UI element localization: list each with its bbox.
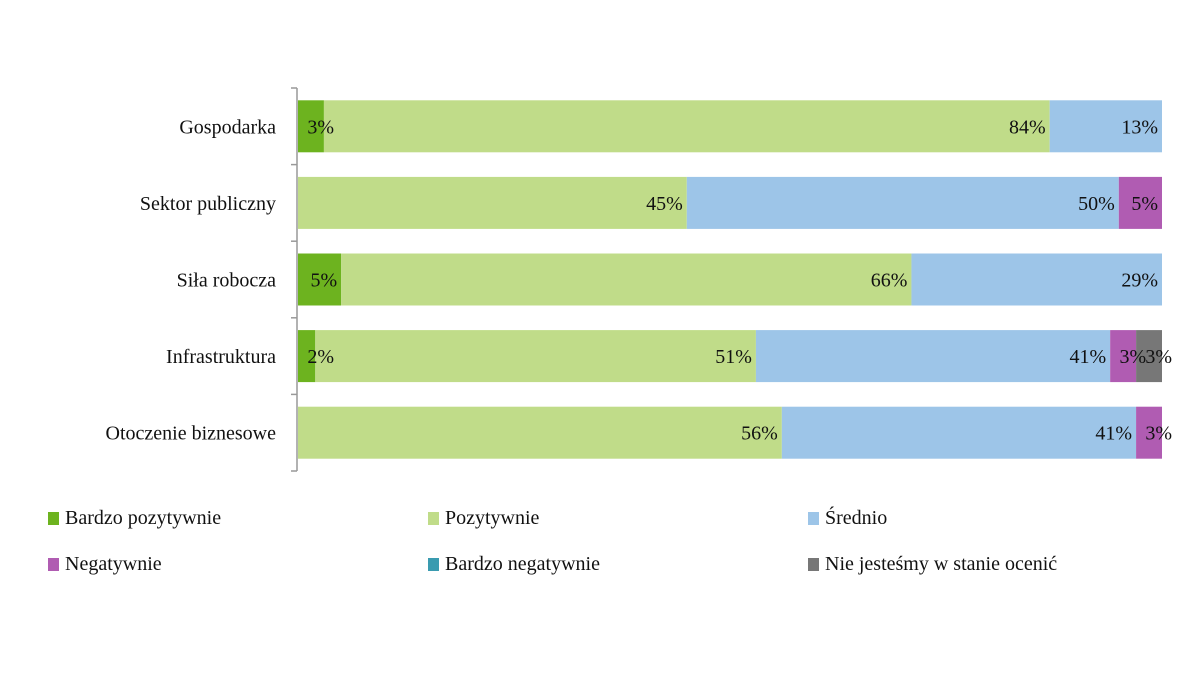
- data-label: 3%: [1145, 346, 1172, 368]
- data-label: 66%: [871, 270, 908, 292]
- legend-swatch: [428, 511, 439, 525]
- data-label: 3%: [307, 116, 334, 138]
- bar-segment: [781, 406, 1137, 459]
- bar-segment: [298, 330, 316, 383]
- bar-segment: [1136, 406, 1162, 459]
- legend-swatch: [808, 557, 819, 571]
- legend-label: Nie jesteśmy w stanie ocenić: [825, 552, 1058, 575]
- legend-swatch: [48, 557, 59, 571]
- data-label: 2%: [307, 346, 334, 368]
- legend-label: Pozytywnie: [445, 506, 540, 529]
- legend-item: Negatywnie: [48, 551, 428, 577]
- data-label: 3%: [1119, 346, 1146, 368]
- bar-segment: [911, 253, 1162, 306]
- data-label: 41%: [1095, 423, 1132, 445]
- legend-item: Bardzo negatywnie: [428, 551, 808, 577]
- bar-segment: [315, 330, 756, 383]
- category-label: Sektor publiczny: [140, 193, 276, 215]
- bar-segment: [1110, 330, 1137, 383]
- data-label: 45%: [646, 193, 683, 215]
- bar-segment: [341, 253, 912, 306]
- bar-segment: [1136, 330, 1162, 383]
- category-label: Infrastruktura: [166, 346, 276, 368]
- legend-swatch: [808, 511, 819, 525]
- category-label: Otoczenie biznesowe: [106, 423, 277, 445]
- legend-item: Pozytywnie: [428, 505, 808, 531]
- legend-item: Średnio: [808, 505, 1168, 531]
- legend-swatch: [428, 557, 439, 571]
- data-label: 84%: [1009, 116, 1046, 138]
- bar-segment: [323, 100, 1050, 153]
- data-label: 29%: [1121, 270, 1158, 292]
- legend-label: Bardzo pozytywnie: [65, 506, 222, 529]
- bar-segment: [686, 176, 1119, 229]
- legend-label: Bardzo negatywnie: [445, 552, 600, 575]
- data-label: 56%: [741, 423, 778, 445]
- legend-label: Negatywnie: [65, 552, 162, 575]
- data-label: 13%: [1121, 116, 1158, 138]
- legend-item: Bardzo pozytywnie: [48, 505, 428, 531]
- legend-label: Średnio: [825, 506, 888, 529]
- bar-segment: [1049, 100, 1162, 153]
- data-label: 5%: [311, 270, 338, 292]
- category-label: Siła robocza: [177, 270, 277, 292]
- data-label: 5%: [1131, 193, 1158, 215]
- data-label: 50%: [1078, 193, 1115, 215]
- bar-segment: [298, 253, 342, 306]
- bar-segment: [755, 330, 1111, 383]
- bar-segment: [1118, 176, 1162, 229]
- data-label: 51%: [715, 346, 752, 368]
- data-label: 41%: [1069, 346, 1106, 368]
- legend-item: Nie jesteśmy w stanie ocenić: [808, 551, 1168, 577]
- bar-segment: [298, 406, 782, 459]
- data-label: 3%: [1145, 423, 1172, 445]
- legend-swatch: [48, 511, 59, 525]
- category-label: Gospodarka: [179, 116, 276, 138]
- bar-segment: [298, 176, 687, 229]
- bar-segment: [298, 100, 324, 153]
- legend: Bardzo pozytywnie Pozytywnie Średnio Negaty…: [48, 505, 1168, 577]
